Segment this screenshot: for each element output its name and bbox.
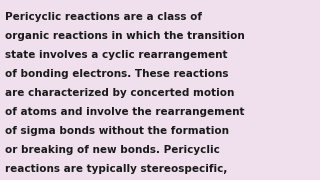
Text: Pericyclic reactions are a class of: Pericyclic reactions are a class of (5, 12, 202, 22)
Text: state involves a cyclic rearrangement: state involves a cyclic rearrangement (5, 50, 228, 60)
Text: or breaking of new bonds. Pericyclic: or breaking of new bonds. Pericyclic (5, 145, 220, 155)
Text: reactions are typically stereospecific,: reactions are typically stereospecific, (5, 164, 228, 174)
Text: organic reactions in which the transition: organic reactions in which the transitio… (5, 31, 245, 41)
Text: of sigma bonds without the formation: of sigma bonds without the formation (5, 126, 229, 136)
Text: of atoms and involve the rearrangement: of atoms and involve the rearrangement (5, 107, 244, 117)
Text: of bonding electrons. These reactions: of bonding electrons. These reactions (5, 69, 228, 79)
Text: are characterized by concerted motion: are characterized by concerted motion (5, 88, 234, 98)
